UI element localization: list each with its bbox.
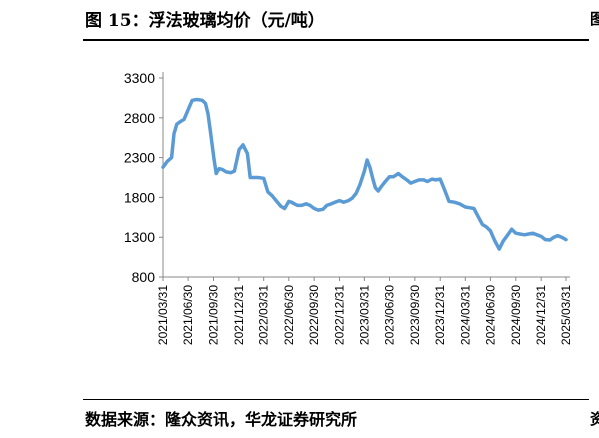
source-note: 数据来源：隆众资讯，华龙证券研究所 — [85, 410, 358, 429]
x-tick-label: 2022/12/31 — [333, 285, 347, 345]
chart-title: 图 15：浮法玻璃均价（元/吨） — [85, 11, 325, 31]
x-tick-label: 2023/12/31 — [433, 285, 447, 345]
x-tick-label: 2024/09/30 — [509, 285, 523, 345]
y-tick-label: 2300 — [124, 150, 155, 166]
plot-area — [161, 97, 568, 251]
x-tick-label: 2021/03/31 — [156, 285, 170, 345]
x-tick-label: 2023/03/31 — [357, 285, 371, 345]
y-tick-label: 1800 — [124, 189, 155, 205]
x-tick-label: 2022/09/30 — [307, 285, 321, 345]
x-tick-label: 2025/03/31 — [559, 285, 573, 345]
price-series-line — [161, 97, 568, 251]
y-tick-label: 2800 — [124, 110, 155, 126]
x-tick-label: 2021/12/31 — [232, 285, 246, 345]
clipped-heading-fragment: 图 — [590, 10, 599, 28]
y-tick-label: 800 — [132, 269, 156, 285]
x-tick-label: 2024/03/31 — [458, 285, 472, 345]
x-tick-label: 2023/09/30 — [408, 285, 422, 345]
x-tick-label: 2022/06/30 — [282, 285, 296, 345]
y-tick-label: 1300 — [124, 229, 155, 245]
x-axis: 2021/03/31 2021/06/30 2021/09/30 2021/12/31… — [156, 276, 573, 345]
x-tick-label: 2024/12/31 — [534, 285, 548, 345]
x-tick-label: 2022/03/31 — [257, 285, 271, 345]
x-tick-label: 2021/09/30 — [206, 285, 220, 345]
x-tick-label: 2023/06/30 — [382, 285, 396, 345]
title-rule — [83, 39, 589, 41]
y-tick-label: 3300 — [124, 70, 155, 86]
x-tick-label: 2024/06/30 — [483, 285, 497, 345]
x-tick-label: 2021/06/30 — [181, 285, 195, 345]
source-rule — [83, 399, 589, 400]
clipped-footer-fragment: 资 — [590, 410, 599, 428]
y-axis: 3300 2800 2300 1800 1300 800 — [124, 70, 164, 285]
